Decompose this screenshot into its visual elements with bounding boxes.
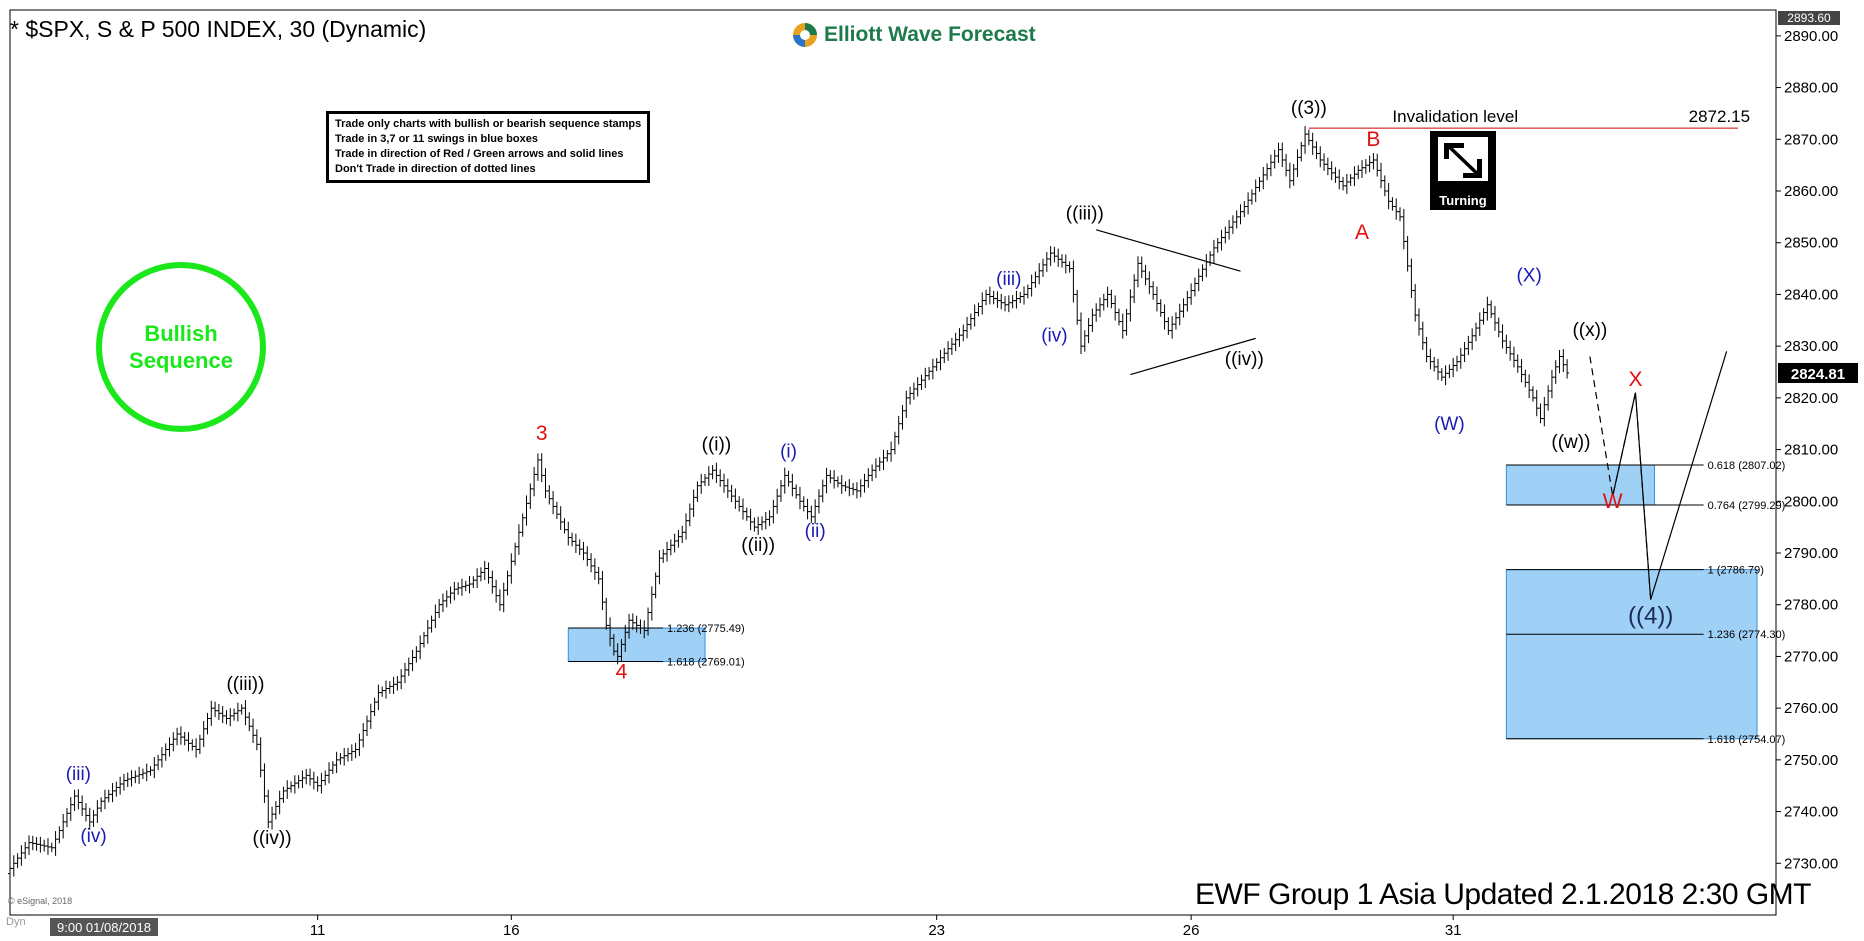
fib-level-label: 0.764 (2799.29) bbox=[1708, 500, 1786, 512]
wave-label: 3 bbox=[536, 422, 548, 445]
y-tick-label: 2750.00 bbox=[1784, 752, 1838, 769]
stamp-line: Bullish bbox=[144, 321, 218, 346]
wave-label: (X) bbox=[1516, 266, 1541, 287]
wave-label: ((ii)) bbox=[741, 535, 775, 556]
y-tick-label: 2820.00 bbox=[1784, 390, 1838, 407]
x-tick-label: 9:00 01/08/2018 bbox=[57, 920, 151, 935]
chart-title: * $SPX, S & P 500 INDEX, 30 (Dynamic) bbox=[10, 16, 427, 42]
plot-frame bbox=[9, 9, 1777, 916]
turning-arrow-icon bbox=[1438, 137, 1488, 181]
wave-label: ((4)) bbox=[1628, 603, 1673, 630]
top-price-tag bbox=[1778, 11, 1840, 25]
invalidation-label: Invalidation level bbox=[1392, 107, 1518, 126]
target-box bbox=[1505, 569, 1758, 740]
wave-label: A bbox=[1355, 221, 1369, 244]
wave-label: (iv) bbox=[80, 826, 106, 847]
target-box bbox=[567, 627, 706, 663]
x-tick-label: 16 bbox=[503, 922, 520, 939]
y-tick-label: 2800.00 bbox=[1784, 493, 1838, 510]
y-tick-label: 2880.00 bbox=[1784, 80, 1838, 97]
x-start-tag bbox=[50, 918, 158, 936]
y-tick-label: 2830.00 bbox=[1784, 338, 1838, 355]
y-tick-label: 2870.00 bbox=[1784, 131, 1838, 148]
last-price-label: 2824.81 bbox=[1791, 366, 1845, 383]
wave-label: ((i)) bbox=[702, 434, 732, 455]
wave-label: ((iv)) bbox=[253, 828, 292, 849]
last-price-tag bbox=[1778, 362, 1858, 383]
wave-label: ((3)) bbox=[1291, 98, 1327, 119]
fib-level-label: 1.618 (2754.07) bbox=[1708, 734, 1786, 746]
turning-label: Turning bbox=[1439, 193, 1487, 208]
fib-level-label: 1.236 (2775.49) bbox=[667, 623, 745, 635]
wave-label: (W) bbox=[1434, 414, 1465, 435]
rule-line: Don't Trade in direction of dotted lines bbox=[335, 163, 536, 175]
turning-stamp: Turning bbox=[1430, 131, 1496, 210]
wave-label: ((w)) bbox=[1551, 432, 1590, 453]
triangle-line bbox=[1096, 229, 1241, 272]
wave-label: X bbox=[1628, 368, 1642, 391]
wave-label: ((x)) bbox=[1572, 320, 1607, 341]
wave-label: (iii) bbox=[66, 764, 91, 785]
x-tick-label: 31 bbox=[1445, 922, 1462, 939]
wave-label: W bbox=[1603, 490, 1623, 513]
target-box bbox=[1505, 464, 1655, 506]
dynamic-label: Dyn bbox=[6, 916, 26, 928]
fib-level-label: 1.618 (2769.01) bbox=[667, 657, 745, 669]
y-tick-label: 2740.00 bbox=[1784, 804, 1838, 821]
projection-solid-path bbox=[1612, 351, 1728, 600]
rule-line: Trade in direction of Red / Green arrows… bbox=[335, 148, 624, 160]
y-tick-label: 2860.00 bbox=[1784, 183, 1838, 200]
ewf-logo-text: Elliott Wave Forecast bbox=[824, 23, 1036, 46]
fib-level-label: 1 (2786.79) bbox=[1708, 565, 1764, 577]
trading-rules-box: Trade only charts with bullish or bearis… bbox=[326, 111, 650, 183]
bullish-sequence-stamp: Bullish Sequence bbox=[96, 262, 266, 432]
triangle-line bbox=[1130, 337, 1256, 376]
rule-line: Trade only charts with bullish or bearis… bbox=[335, 118, 642, 130]
wave-label: ((iii)) bbox=[226, 674, 264, 695]
y-tick-label: 2770.00 bbox=[1784, 648, 1838, 665]
y-tick-label: 2780.00 bbox=[1784, 597, 1838, 614]
y-tick-label: 2850.00 bbox=[1784, 235, 1838, 252]
top-price-label: 2893.60 bbox=[1787, 11, 1831, 25]
x-tick-label: 11 bbox=[310, 922, 326, 939]
copyright-note: © eSignal, 2018 bbox=[8, 896, 73, 906]
wave-label: 4 bbox=[616, 660, 628, 683]
wave-label: ((iii)) bbox=[1066, 204, 1104, 225]
y-tick-label: 2760.00 bbox=[1784, 700, 1838, 717]
y-tick-label: 2790.00 bbox=[1784, 545, 1838, 562]
update-footer: EWF Group 1 Asia Updated 2.1.2018 2:30 G… bbox=[1195, 878, 1812, 911]
wave-label: (i) bbox=[780, 441, 797, 462]
wave-label: (iii) bbox=[996, 269, 1021, 290]
y-tick-label: 2730.00 bbox=[1784, 855, 1838, 872]
wave-label: (iv) bbox=[1041, 325, 1067, 346]
y-tick-label: 2810.00 bbox=[1784, 442, 1838, 459]
rule-line: Trade in 3,7 or 11 swings in blue boxes bbox=[335, 133, 538, 145]
fib-level-label: 1.236 (2774.30) bbox=[1708, 629, 1786, 641]
wave-label: B bbox=[1366, 128, 1380, 151]
invalidation-value: 2872.15 bbox=[1689, 107, 1750, 126]
ewf-logo: Elliott Wave Forecast bbox=[792, 20, 1036, 50]
wave-label: ((iv)) bbox=[1225, 349, 1264, 370]
x-tick-label: 23 bbox=[928, 922, 945, 939]
fib-level-label: 0.618 (2807.02) bbox=[1708, 460, 1786, 472]
wave-label: (ii) bbox=[805, 521, 826, 542]
stamp-line: Sequence bbox=[129, 348, 233, 373]
ewf-logo-icon bbox=[793, 23, 817, 47]
x-tick-label: 26 bbox=[1183, 922, 1200, 939]
y-tick-label: 2840.00 bbox=[1784, 286, 1838, 303]
y-tick-label: 2890.00 bbox=[1784, 28, 1838, 45]
